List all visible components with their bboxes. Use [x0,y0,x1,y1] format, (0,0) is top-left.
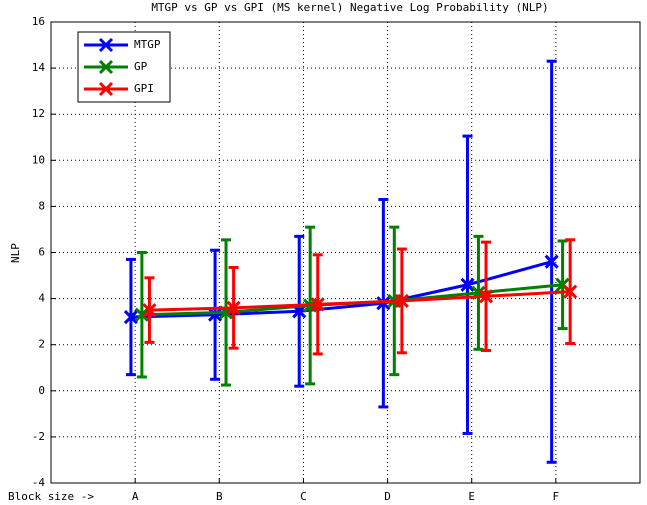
x-tick-label: F [553,490,560,503]
series-line [149,290,571,312]
x-tick-label: C [300,490,307,503]
marker [376,296,391,311]
y-tick-label: -4 [32,476,46,489]
y-tick-label: 8 [38,199,45,212]
marker [208,307,223,322]
marker [394,293,409,308]
x-tick-label: A [132,490,139,503]
y-tick-label: 2 [38,338,45,351]
marker [460,277,475,292]
legend-marker [98,37,114,53]
legend-label: GP [134,60,148,73]
chart-title: MTGP vs GP vs GPI (MS kernel) Negative L… [151,1,548,14]
x-tick-label: D [384,490,391,503]
legend-marker [98,81,114,97]
y-tick-label: 6 [38,246,45,259]
y-tick-label: -2 [32,430,45,443]
marker [478,289,494,304]
x-tick-label: Block size -> [8,490,94,503]
marker [134,307,149,322]
marker [310,297,325,312]
y-axis-label: NLP [9,243,22,263]
x-tick-label: B [216,490,223,503]
y-tick-label: 0 [38,384,45,397]
y-tick-label: 10 [32,153,45,166]
legend-label: GPI [134,82,154,95]
legend-marker [98,59,114,75]
y-tick-label: 12 [32,107,45,120]
marker [226,300,241,315]
marker [123,309,138,325]
legend-label: MTGP [134,38,161,51]
axes-box [50,21,641,484]
marker [142,303,157,318]
y-tick-label: 16 [32,15,45,28]
x-tick-label: E [468,490,475,503]
y-tick-label: 14 [32,61,46,74]
marker [544,254,559,269]
y-tick-label: 4 [38,292,45,305]
marker [563,284,578,299]
series-line [130,260,553,319]
